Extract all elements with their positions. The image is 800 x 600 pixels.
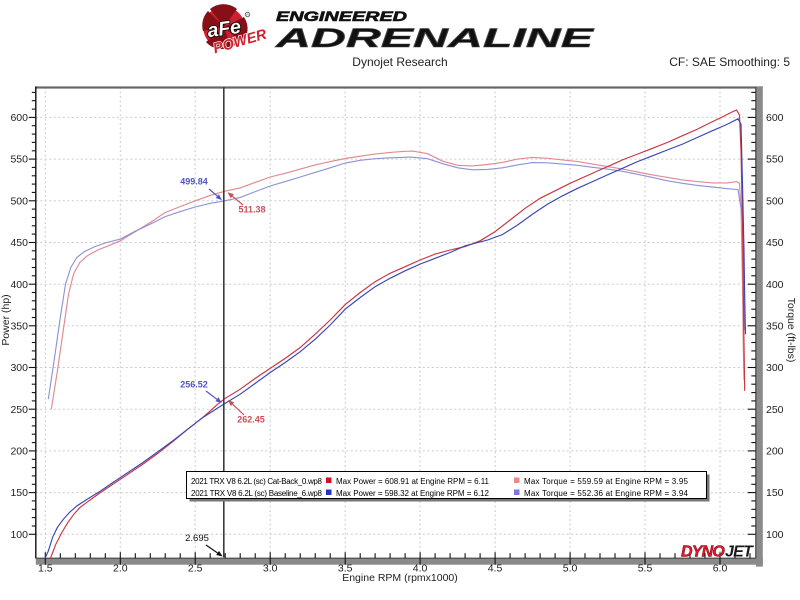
svg-text:300: 300 [766, 362, 784, 374]
svg-text:250: 250 [10, 404, 28, 416]
svg-text:550: 550 [766, 154, 784, 166]
svg-text:Max Torque = 552.36 at Engine: Max Torque = 552.36 at Engine RPM = 3.94 [524, 489, 689, 498]
svg-text:ENGINEERED: ENGINEERED [276, 9, 407, 24]
svg-text:200: 200 [10, 446, 28, 458]
svg-text:3.0: 3.0 [263, 563, 278, 575]
svg-text:Max Torque = 559.59 at Engine: Max Torque = 559.59 at Engine RPM = 3.95 [524, 477, 689, 486]
svg-text:100: 100 [10, 529, 28, 541]
svg-text:500: 500 [766, 195, 784, 207]
svg-text:R: R [246, 13, 249, 17]
svg-text:250: 250 [766, 404, 784, 416]
svg-text:600: 600 [766, 112, 784, 124]
svg-text:400: 400 [766, 279, 784, 291]
svg-text:450: 450 [766, 237, 784, 249]
svg-text:4.0: 4.0 [413, 563, 428, 575]
svg-text:600: 600 [10, 112, 28, 124]
svg-text:350: 350 [10, 320, 28, 332]
svg-text:262.45: 262.45 [237, 415, 265, 425]
svg-text:150: 150 [10, 487, 28, 499]
svg-text:550: 550 [10, 154, 28, 166]
svg-text:450: 450 [10, 237, 28, 249]
svg-text:499.84: 499.84 [180, 177, 208, 187]
svg-text:4.5: 4.5 [488, 563, 503, 575]
svg-text:350: 350 [766, 320, 784, 332]
svg-text:Engine RPM (rpmx1000): Engine RPM (rpmx1000) [342, 572, 458, 584]
svg-text:200: 200 [766, 446, 784, 458]
svg-text:3.5: 3.5 [338, 563, 353, 575]
svg-text:100: 100 [766, 529, 784, 541]
svg-text:JET: JET [725, 544, 754, 561]
svg-text:DYNO: DYNO [681, 544, 725, 561]
svg-text:256.52: 256.52 [180, 380, 208, 390]
svg-text:aFe: aFe [206, 16, 242, 42]
svg-text:511.38: 511.38 [238, 205, 265, 215]
svg-text:Dynojet Research: Dynojet Research [352, 55, 447, 69]
svg-text:5.0: 5.0 [563, 563, 578, 575]
svg-text:6.0: 6.0 [713, 563, 728, 575]
svg-text:2.695: 2.695 [185, 533, 209, 544]
svg-text:Power (hp): Power (hp) [0, 294, 12, 345]
svg-text:CF: SAE Smoothing: 5: CF: SAE Smoothing: 5 [669, 55, 790, 69]
svg-text:ADRENALINE: ADRENALINE [274, 23, 595, 53]
svg-text:1.5: 1.5 [38, 563, 53, 575]
svg-text:300: 300 [10, 362, 28, 374]
svg-text:2.0: 2.0 [113, 563, 128, 575]
svg-text:Torque (ft-lbs): Torque (ft-lbs) [785, 298, 797, 363]
svg-text:2021 TRX V8 6.2L (sc) Baseline: 2021 TRX V8 6.2L (sc) Baseline_6.wp8 [191, 489, 323, 498]
svg-text:2.5: 2.5 [188, 563, 203, 575]
svg-text:500: 500 [10, 195, 28, 207]
svg-text:400: 400 [10, 279, 28, 291]
svg-text:Max Power = 598.32 at Engine R: Max Power = 598.32 at Engine RPM = 6.12 [336, 489, 490, 498]
svg-text:150: 150 [766, 487, 784, 499]
svg-text:Max Power = 608.91 at Engine R: Max Power = 608.91 at Engine RPM = 6.11 [336, 477, 490, 486]
svg-text:5.5: 5.5 [638, 563, 653, 575]
svg-text:2021 TRX V8 6.2L (sc) Cat-Back: 2021 TRX V8 6.2L (sc) Cat-Back_0.wp8 [191, 477, 323, 486]
